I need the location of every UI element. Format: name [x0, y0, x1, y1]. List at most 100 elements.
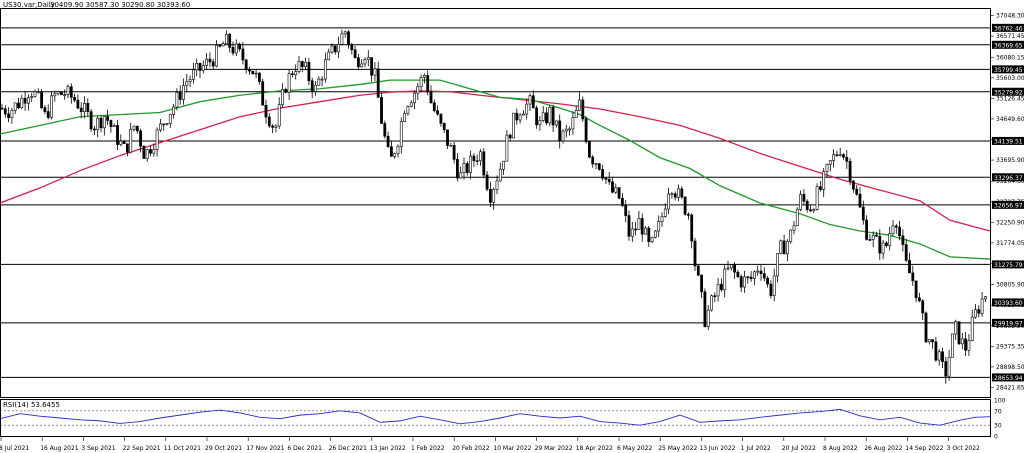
candle-body-179	[591, 156, 595, 165]
candle-body-208	[686, 213, 690, 216]
candle-body-174	[574, 109, 578, 118]
candle-body-188	[620, 197, 624, 206]
candle-body-149	[492, 189, 496, 203]
candle-body-47	[155, 129, 159, 150]
candle-body-138	[455, 159, 459, 179]
rsi-tick-label-1: 70	[994, 408, 1002, 415]
candle-body-4	[13, 102, 17, 111]
candle-body-266	[878, 235, 882, 254]
candle-body-41	[135, 125, 139, 132]
time-tick-label-19: 20 Jul 2022	[782, 445, 816, 452]
candle-body-60	[198, 63, 202, 71]
time-tick-label-14: 18 Apr 2022	[576, 445, 613, 452]
rsi-axis: 100 70 30 0	[994, 398, 1006, 441]
time-tick-label-16: 25 May 2022	[658, 445, 697, 452]
candle-body-275	[908, 260, 911, 274]
candle-body-249	[822, 171, 826, 190]
candle-body-115	[380, 97, 383, 124]
candle-body-213	[703, 291, 707, 327]
candle-body-125	[413, 92, 416, 104]
time-tick-label-15: 6 May 2022	[617, 445, 652, 452]
candle-body-273	[901, 235, 905, 245]
level-label-bg-2	[992, 65, 1024, 74]
price-tick-label-13: 30805.90	[996, 282, 1024, 289]
candle-body-88	[290, 73, 294, 76]
candle-body-16	[53, 93, 57, 97]
candle-body-10	[33, 91, 37, 97]
candle-body-194	[640, 218, 644, 235]
candle-body-25	[83, 103, 86, 113]
level-label-8: 29919.97	[994, 320, 1023, 327]
level-label-bg-9	[992, 373, 1024, 382]
price-tick-label-16: 29375.35	[996, 343, 1024, 350]
candle-body-86	[284, 89, 288, 93]
candle-body-31	[102, 116, 106, 129]
rsi-line	[0, 408, 991, 426]
candle-body-228	[752, 271, 756, 279]
candle-body-77	[254, 72, 258, 75]
candle-body-29	[96, 117, 100, 131]
candle-body-180	[594, 163, 598, 165]
candle-body-75	[248, 69, 251, 72]
candle-body-67	[221, 43, 225, 47]
candle-body-164	[541, 112, 545, 121]
time-tick-label-6: 17 Nov 2021	[246, 445, 285, 452]
candle-body-288	[950, 333, 954, 358]
candle-body-175	[578, 99, 581, 111]
candle-body-277	[914, 280, 918, 299]
level-label-5: 33296.37	[994, 175, 1023, 182]
candle-body-17	[56, 91, 60, 95]
candle-body-286	[944, 361, 948, 377]
candle-body-143	[472, 155, 476, 162]
candle-body-100	[330, 45, 334, 53]
candle-body-120	[396, 146, 400, 154]
price-tick-label-1: 36571.45	[996, 33, 1024, 40]
candle-body-48	[159, 123, 162, 131]
candle-body-71	[234, 43, 238, 54]
candle-body-270	[891, 225, 895, 234]
candle-body-283	[934, 341, 938, 361]
candle-body-99	[327, 51, 331, 61]
candle-body-155	[512, 112, 515, 139]
level-label-1: 36369.65	[994, 42, 1023, 49]
candle-body-173	[571, 117, 575, 130]
price-tick-label-11: 31774.05	[996, 240, 1024, 247]
candle-body-42	[139, 130, 143, 147]
candle-body-53	[175, 92, 179, 108]
candle-body-290	[957, 321, 961, 345]
candle-body-257	[848, 161, 852, 182]
candle-body-38	[126, 143, 129, 153]
candle-body-223	[736, 271, 740, 277]
candle-body-34	[112, 124, 116, 127]
candle-body-187	[617, 187, 621, 199]
candle-body-63	[208, 58, 212, 63]
candle-body-128	[422, 75, 426, 78]
level-label-6: 32656.97	[994, 202, 1023, 209]
candle-body-22	[73, 96, 77, 101]
candle-body-196	[647, 227, 651, 242]
level-label-bg-7	[992, 260, 1024, 269]
candle-body-260	[858, 193, 862, 208]
candle-body-89	[294, 71, 298, 76]
candle-body-49	[162, 123, 166, 126]
level-label-bg-0	[992, 23, 1024, 32]
candle-body-70	[231, 47, 235, 54]
candle-body-185	[611, 181, 614, 193]
candle-body-234	[772, 275, 776, 296]
level-label-bg-3	[992, 87, 1024, 96]
time-tick-label-3: 22 Sep 2021	[123, 445, 161, 452]
chart-ohlc-label: 30409.90 30587.30 30290.80 30393.60	[50, 1, 190, 9]
candle-body-165	[545, 112, 548, 124]
candle-body-292	[964, 338, 968, 351]
time-tick-label-1: 16 Aug 2021	[40, 445, 79, 452]
candle-body-214	[706, 309, 710, 327]
time-tick-label-22: 14 Sep 2022	[905, 445, 943, 452]
candle-body-284	[937, 351, 941, 361]
time-tick-label-20: 8 Aug 2022	[823, 445, 858, 452]
candle-body-45	[149, 149, 152, 154]
candle-body-154	[508, 134, 512, 139]
candle-body-93	[307, 61, 311, 82]
level-label-bg-6	[992, 200, 1024, 209]
candle-body-291	[960, 338, 964, 345]
